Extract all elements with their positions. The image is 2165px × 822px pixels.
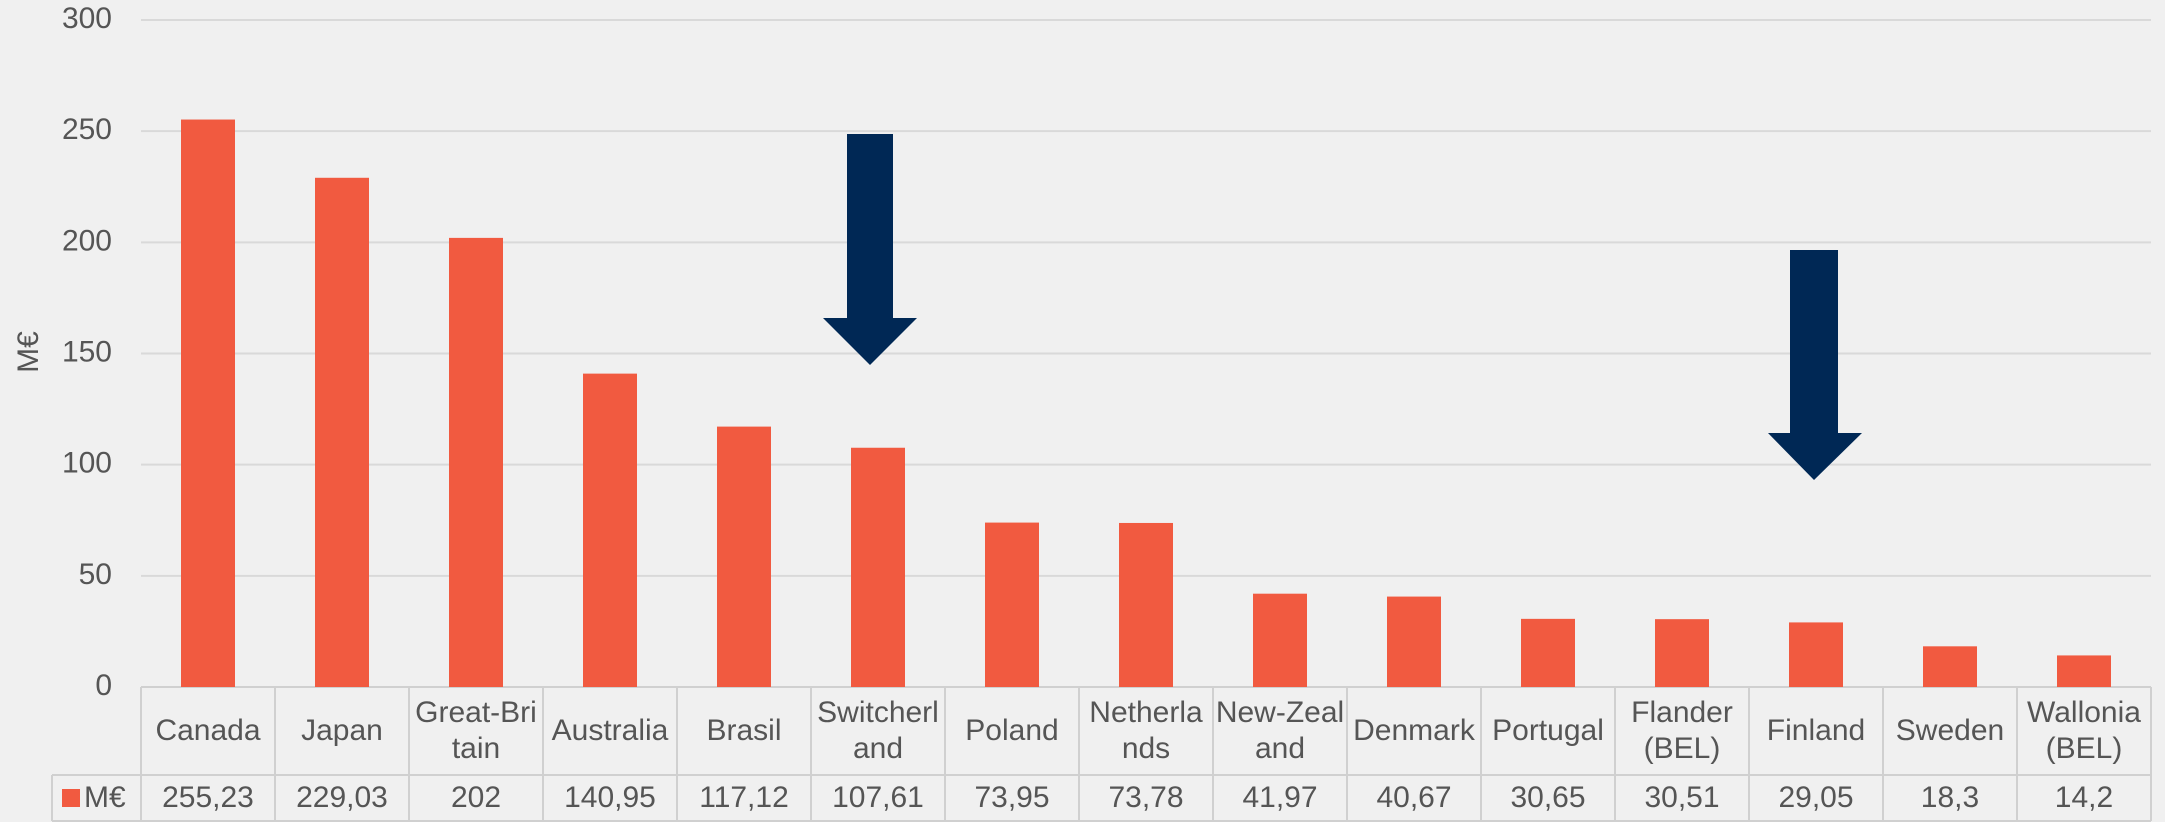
y-tick-label: 50 (79, 558, 112, 591)
bar (181, 119, 235, 687)
bar (315, 177, 369, 687)
bar (1789, 622, 1843, 687)
bar (717, 426, 771, 687)
x-tick-label: New-Zealand (1215, 696, 1345, 765)
legend-swatch (62, 789, 80, 807)
value-label: 229,03 (296, 781, 388, 814)
x-tick-label: Portugal (1492, 714, 1604, 747)
y-tick-label: 200 (62, 224, 112, 257)
x-tick-label: Brasil (706, 714, 782, 747)
value-label: 140,95 (564, 781, 656, 814)
x-tick-label: Japan (301, 714, 383, 747)
bar (2057, 655, 2111, 687)
x-tick-label: Australia (551, 714, 669, 747)
x-tick-label: Flander (BEL) (1631, 696, 1733, 765)
value-label: 41,97 (1242, 781, 1318, 814)
x-tick-label: Switcherland (817, 696, 939, 765)
x-tick-label: Wallonia (BEL) (2027, 696, 2141, 765)
value-label: 255,23 (162, 781, 254, 814)
x-tick-label: Great-Britain (415, 696, 537, 765)
value-label: 30,65 (1510, 781, 1586, 814)
bar (1923, 646, 1977, 687)
value-label: 30,51 (1644, 781, 1720, 814)
value-label: 14,2 (2054, 781, 2114, 814)
bar (851, 447, 905, 687)
bar (1521, 618, 1575, 687)
y-tick-label: 100 (62, 447, 112, 480)
arrow (1768, 250, 1862, 480)
y-tick-label: 150 (62, 335, 112, 368)
y-tick-label: 250 (62, 113, 112, 146)
bar (1253, 593, 1307, 687)
y-tick-label: 0 (95, 669, 112, 702)
x-tick-label: Finland (1766, 714, 1866, 747)
x-tick-label: Netherlands (1089, 696, 1203, 765)
bar (985, 522, 1039, 687)
bar (583, 373, 637, 687)
value-label: 18,3 (1920, 781, 1980, 814)
value-label: 73,78 (1108, 781, 1184, 814)
bar (1655, 619, 1709, 687)
y-axis-label: M€ (12, 331, 45, 373)
x-tick-label: Sweden (1895, 714, 2005, 747)
value-label: 202 (450, 781, 502, 814)
legend-label: M€ (84, 781, 126, 814)
x-tick-label: Canada (155, 714, 261, 747)
bar (449, 237, 503, 688)
value-label: 73,95 (974, 781, 1050, 814)
bar (1387, 596, 1441, 687)
bar (1119, 522, 1173, 687)
x-tick-label: Poland (965, 714, 1059, 747)
value-label: 29,05 (1778, 781, 1854, 814)
x-tick-label: Denmark (1353, 714, 1475, 747)
value-label: 107,61 (832, 781, 924, 814)
y-tick-label: 300 (62, 2, 112, 35)
value-label: 117,12 (699, 781, 789, 814)
value-label: 40,67 (1376, 781, 1452, 814)
arrow (823, 134, 917, 365)
